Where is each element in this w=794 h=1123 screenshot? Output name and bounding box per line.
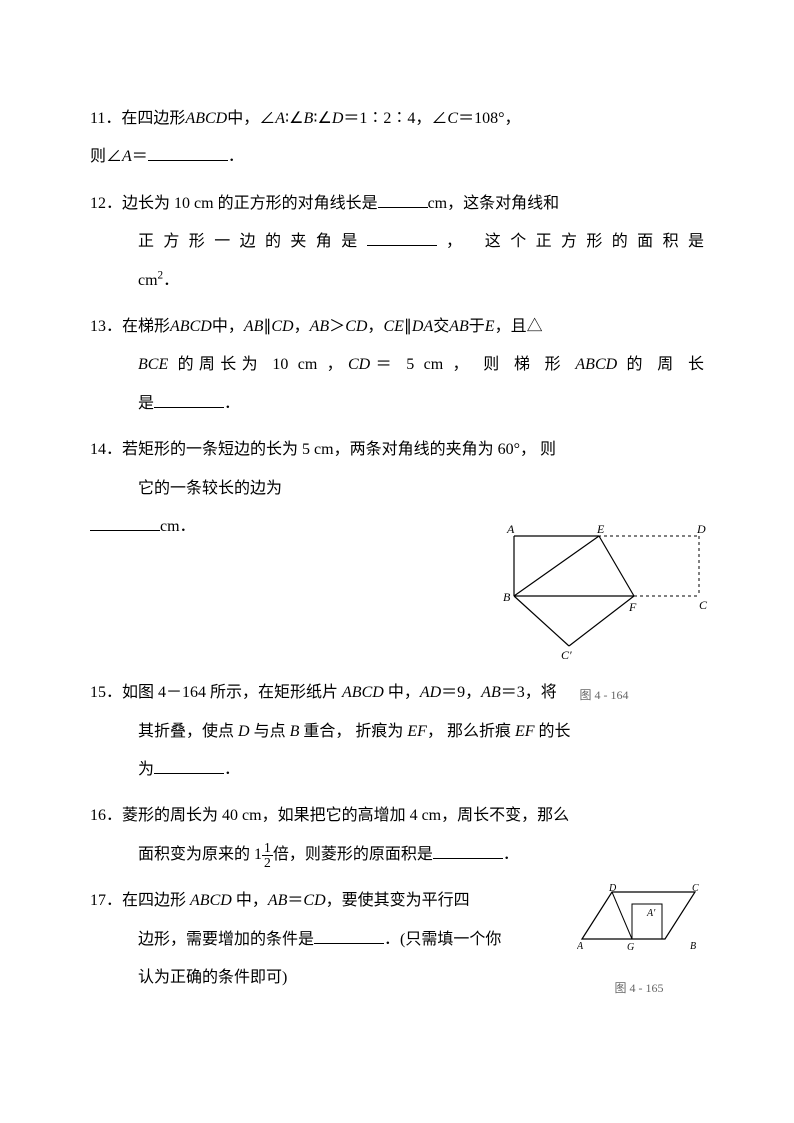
q-num: 11．	[90, 110, 121, 127]
svg-text:A: A	[506, 522, 515, 536]
question-14: 14．若矩形的一条短边的长为 5 cm，两条对角线的夹角为 60°， 则 它的一…	[90, 431, 704, 546]
blank	[314, 928, 384, 944]
figure-4-165: D C A G B A′ 图 4 - 165	[574, 884, 704, 1002]
q-num: 16．	[90, 807, 122, 824]
svg-text:A: A	[577, 941, 584, 952]
q12-line2: 正方形一边的夹角是， 这个正方形的面积是	[90, 223, 704, 261]
q-num: 13．	[90, 318, 122, 335]
blank	[367, 230, 437, 246]
question-13: 13．在梯形ABCD中，AB∥CD，AB＞CD，CE∥DA交AB于E，且△ BC…	[90, 308, 704, 423]
svg-text:F: F	[628, 600, 637, 614]
q15-line1: 15．如图 4－164 所示，在矩形纸片 ABCD 中，AD＝9，AB＝3，将	[90, 674, 704, 712]
blank	[154, 758, 224, 774]
q15-line3: 为．	[90, 751, 704, 789]
q13-line1: 13．在梯形ABCD中，AB∥CD，AB＞CD，CE∥DA交AB于E，且△	[90, 308, 704, 346]
svg-text:C: C	[699, 598, 708, 612]
figure-caption: 图 4 - 165	[574, 974, 704, 1003]
q-num: 12．	[90, 195, 122, 212]
svg-text:G: G	[627, 942, 634, 953]
q16-line1: 16．菱形的周长为 40 cm，如果把它的高增加 4 cm，周长不变，那么	[90, 797, 704, 835]
question-11: 11．在四边形ABCD中，∠A∶∠B∶∠D＝1∶2∶4，∠C＝108°， 则∠A…	[90, 100, 704, 177]
blank	[433, 843, 503, 859]
svg-text:B: B	[503, 590, 511, 604]
fold-diagram-svg: A E D B F C C′	[499, 521, 709, 661]
parallelogram-svg: D C A G B A′	[577, 884, 702, 954]
svg-text:B: B	[690, 941, 696, 952]
q-num: 14．	[90, 441, 122, 458]
question-17: 17．在四边形 ABCD 中，AB＝CD，要使其变为平行四 边形，需要增加的条件…	[90, 882, 704, 997]
svg-text:E: E	[596, 522, 605, 536]
q14-line1: 14．若矩形的一条短边的长为 5 cm，两条对角线的夹角为 60°， 则	[90, 431, 704, 469]
q13-line2: BCE 的周长为 10 cm ，CD＝ 5 cm ， 则 梯 形 ABCD 的 …	[90, 346, 704, 384]
svg-text:D: D	[608, 884, 617, 894]
q12-line3: cm2．	[90, 262, 704, 300]
q15-line2: 其折叠，使点 D 与点 B 重合， 折痕为 EF， 那么折痕 EF 的长	[90, 713, 704, 751]
q-num: 15．	[90, 684, 122, 701]
q11-line1: 11．在四边形ABCD中，∠A∶∠B∶∠D＝1∶2∶4，∠C＝108°，	[90, 100, 704, 138]
q16-line2: 面积变为原来的 112倍，则菱形的原面积是．	[90, 836, 704, 874]
svg-text:D: D	[696, 522, 706, 536]
blank	[148, 145, 228, 161]
svg-text:A′: A′	[646, 908, 656, 919]
q12-line1: 12．边长为 10 cm 的正方形的对角线长是cm，这条对角线和	[90, 185, 704, 223]
svg-text:C: C	[692, 884, 699, 894]
blank	[378, 192, 428, 208]
fraction: 12	[262, 841, 273, 869]
question-15: 15．如图 4－164 所示，在矩形纸片 ABCD 中，AD＝9，AB＝3，将 …	[90, 674, 704, 789]
q14-line2: 它的一条较长的边为	[90, 470, 704, 508]
blank	[90, 515, 160, 531]
question-16: 16．菱形的周长为 40 cm，如果把它的高增加 4 cm，周长不变，那么 面积…	[90, 797, 704, 874]
question-12: 12．边长为 10 cm 的正方形的对角线长是cm，这条对角线和 正方形一边的夹…	[90, 185, 704, 300]
blank	[154, 392, 224, 408]
q-num: 17．	[90, 892, 122, 909]
q13-line3: 是．	[90, 385, 704, 423]
svg-text:C′: C′	[561, 648, 572, 661]
q11-line2: 则∠A＝．	[90, 138, 704, 176]
